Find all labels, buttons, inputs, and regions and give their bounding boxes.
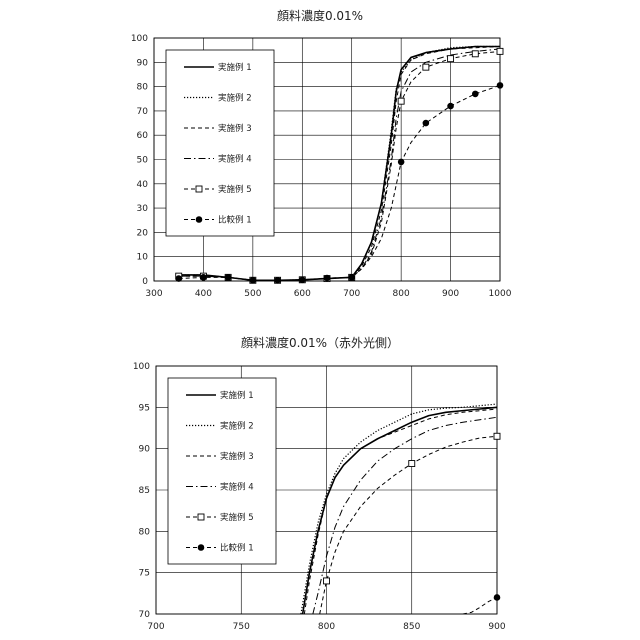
- series-5-marker: [472, 51, 478, 57]
- series-5-marker: [497, 48, 503, 54]
- y-tick-label: 75: [139, 569, 150, 579]
- series-6-marker: [176, 276, 182, 282]
- x-tick-label: 300: [145, 289, 162, 299]
- y-tick-label: 70: [137, 107, 149, 117]
- y-tick-label: 30: [137, 204, 149, 214]
- series-6-marker: [324, 275, 330, 281]
- series-5-marker: [409, 461, 415, 467]
- series-6-marker: [201, 275, 207, 281]
- series-line-4: [313, 417, 497, 614]
- series-5-marker: [398, 98, 404, 104]
- series-6-marker: [225, 275, 231, 281]
- y-tick-label: 20: [137, 228, 149, 238]
- y-tick-label: 40: [137, 180, 149, 190]
- series-6-marker: [299, 277, 305, 283]
- y-tick-label: 80: [139, 527, 151, 537]
- series-6-marker: [494, 595, 500, 601]
- legend-label-3: 実施例 3: [220, 451, 254, 462]
- series-6-marker: [398, 159, 404, 165]
- series-6-marker: [250, 277, 256, 283]
- x-tick-label: 800: [393, 289, 410, 299]
- legend: 実施例 1 実施例 2 実施例 3 実施例 4 実施例 5 比較例 1: [168, 378, 276, 564]
- x-tick-label: 400: [195, 289, 212, 299]
- y-tick-label: 85: [139, 486, 150, 496]
- y-tick-label: 100: [133, 362, 150, 372]
- legend-box: [166, 50, 274, 236]
- legend-marker-6: [198, 545, 204, 551]
- series-line-2: [301, 404, 497, 614]
- y-tick-label: 90: [139, 445, 151, 455]
- y-tick-label: 50: [137, 156, 149, 166]
- chart-2-title: 顔料濃度0.01%（赤外光側）: [241, 335, 399, 350]
- series-5-marker: [324, 578, 330, 584]
- x-tick-label: 800: [318, 622, 335, 632]
- series-6-marker: [423, 120, 429, 126]
- series-5-marker: [448, 56, 454, 62]
- y-tick-label: 0: [142, 277, 148, 287]
- legend-label-5: 実施例 5: [218, 184, 252, 195]
- legend-label-2: 実施例 2: [220, 421, 254, 432]
- x-tick-label: 900: [442, 289, 459, 299]
- x-tick-label: 700: [147, 622, 164, 632]
- series-5-marker: [423, 64, 429, 70]
- y-tick-label: 10: [137, 253, 149, 263]
- legend-marker-5: [196, 186, 202, 192]
- series-6-marker: [472, 91, 478, 97]
- series-6-marker: [349, 275, 355, 281]
- legend-label-3: 実施例 3: [218, 123, 252, 134]
- x-tick-label: 850: [403, 622, 420, 632]
- legend-box: [168, 378, 276, 564]
- x-tick-label: 500: [244, 289, 261, 299]
- legend-marker-6: [196, 217, 202, 223]
- x-tick-label: 1000: [489, 289, 512, 299]
- y-tick-label: 90: [137, 58, 149, 68]
- legend-label-6: 比較例 1: [220, 543, 254, 554]
- series-5-marker: [494, 433, 500, 439]
- legend-label-5: 実施例 5: [220, 512, 254, 523]
- y-tick-label: 60: [137, 131, 149, 141]
- legend-label-2: 実施例 2: [218, 93, 252, 104]
- legend-label-1: 実施例 1: [218, 62, 252, 73]
- series-6-marker: [275, 277, 281, 283]
- x-tick-label: 600: [294, 289, 311, 299]
- chart-1-title: 顔料濃度0.01%: [277, 8, 363, 23]
- y-tick-label: 70: [139, 610, 151, 620]
- series-line-6: [463, 597, 497, 614]
- legend-label-1: 実施例 1: [220, 390, 254, 401]
- legend-label-4: 実施例 4: [218, 154, 252, 165]
- series-group: [301, 404, 497, 614]
- legend-label-4: 実施例 4: [220, 482, 254, 493]
- y-tick-label: 95: [139, 403, 150, 413]
- series-6-marker: [497, 83, 503, 89]
- y-tick-label: 80: [137, 83, 149, 93]
- chart-2: 700 750 800 850 900 70 75 80 85 90 95 100 実施例 1 実施例 2…: [133, 362, 506, 632]
- series-line-3: [304, 409, 497, 614]
- x-tick-label: 900: [488, 622, 505, 632]
- series-line-1: [303, 407, 497, 614]
- y-tick-label: 100: [131, 34, 148, 44]
- legend: 実施例 1 実施例 2 実施例 3 実施例 4 実施例 5 比較例 1: [166, 50, 274, 236]
- chart-1: 300 400 500 600 700 800 900 1000 0 10 20 30 40 50 60 70…: [131, 34, 512, 299]
- x-tick-label: 700: [343, 289, 360, 299]
- x-tick-label: 750: [233, 622, 250, 632]
- series-6-marker: [448, 103, 454, 109]
- legend-marker-5: [198, 514, 204, 520]
- legend-label-6: 比較例 1: [218, 215, 252, 226]
